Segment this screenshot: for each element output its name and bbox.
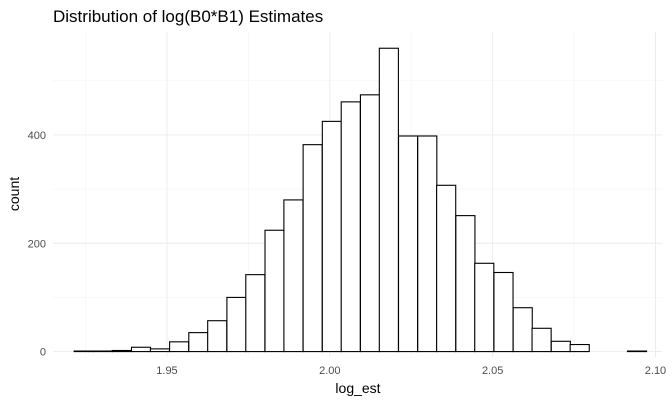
x-tick-label: 1.95 — [156, 365, 177, 377]
histogram-bar — [207, 320, 228, 353]
y-tick-label: 400 — [28, 130, 46, 142]
histogram-bar — [359, 94, 381, 353]
x-tick-label: 2.05 — [482, 365, 503, 377]
y-axis-title: count — [6, 177, 22, 211]
histogram-bar — [531, 327, 552, 353]
histogram-bar — [188, 332, 209, 353]
histogram-bar — [149, 348, 171, 353]
histogram-bar — [283, 199, 304, 353]
histogram-bar — [626, 350, 648, 353]
histogram-bar — [455, 215, 476, 353]
histogram-bar — [417, 135, 438, 353]
histogram-bar — [569, 343, 590, 353]
histogram-bar — [111, 349, 132, 353]
histogram-bar — [493, 271, 514, 353]
histogram-bar — [73, 350, 94, 353]
histogram-bar — [340, 101, 361, 353]
histogram-bar — [92, 350, 114, 353]
histogram-bar — [169, 341, 190, 353]
histogram-bar — [130, 346, 152, 353]
y-tick-label: 200 — [28, 238, 46, 250]
histogram-bar — [436, 184, 457, 353]
ticks-layer: 1.95 2.00 2.05 2.10 0 200 400 — [28, 130, 667, 377]
histogram-bar — [321, 120, 342, 353]
histogram-bar — [226, 296, 247, 353]
histogram-bar — [378, 47, 399, 353]
chart-title: Distribution of log(B0*B1) Estimates — [53, 7, 323, 26]
histogram-bar — [512, 307, 533, 353]
bars-layer — [73, 47, 648, 353]
x-tick-label: 2.10 — [645, 365, 666, 377]
histogram-bar — [264, 229, 285, 353]
histogram-bar — [550, 340, 571, 353]
x-axis-title: log_est — [335, 380, 380, 396]
histogram-bar — [302, 144, 323, 353]
x-tick-label: 2.00 — [319, 365, 340, 377]
histogram-bar — [474, 262, 495, 353]
histogram-bar — [245, 274, 266, 353]
histogram-bar — [397, 135, 419, 353]
y-tick-label: 0 — [40, 347, 46, 359]
